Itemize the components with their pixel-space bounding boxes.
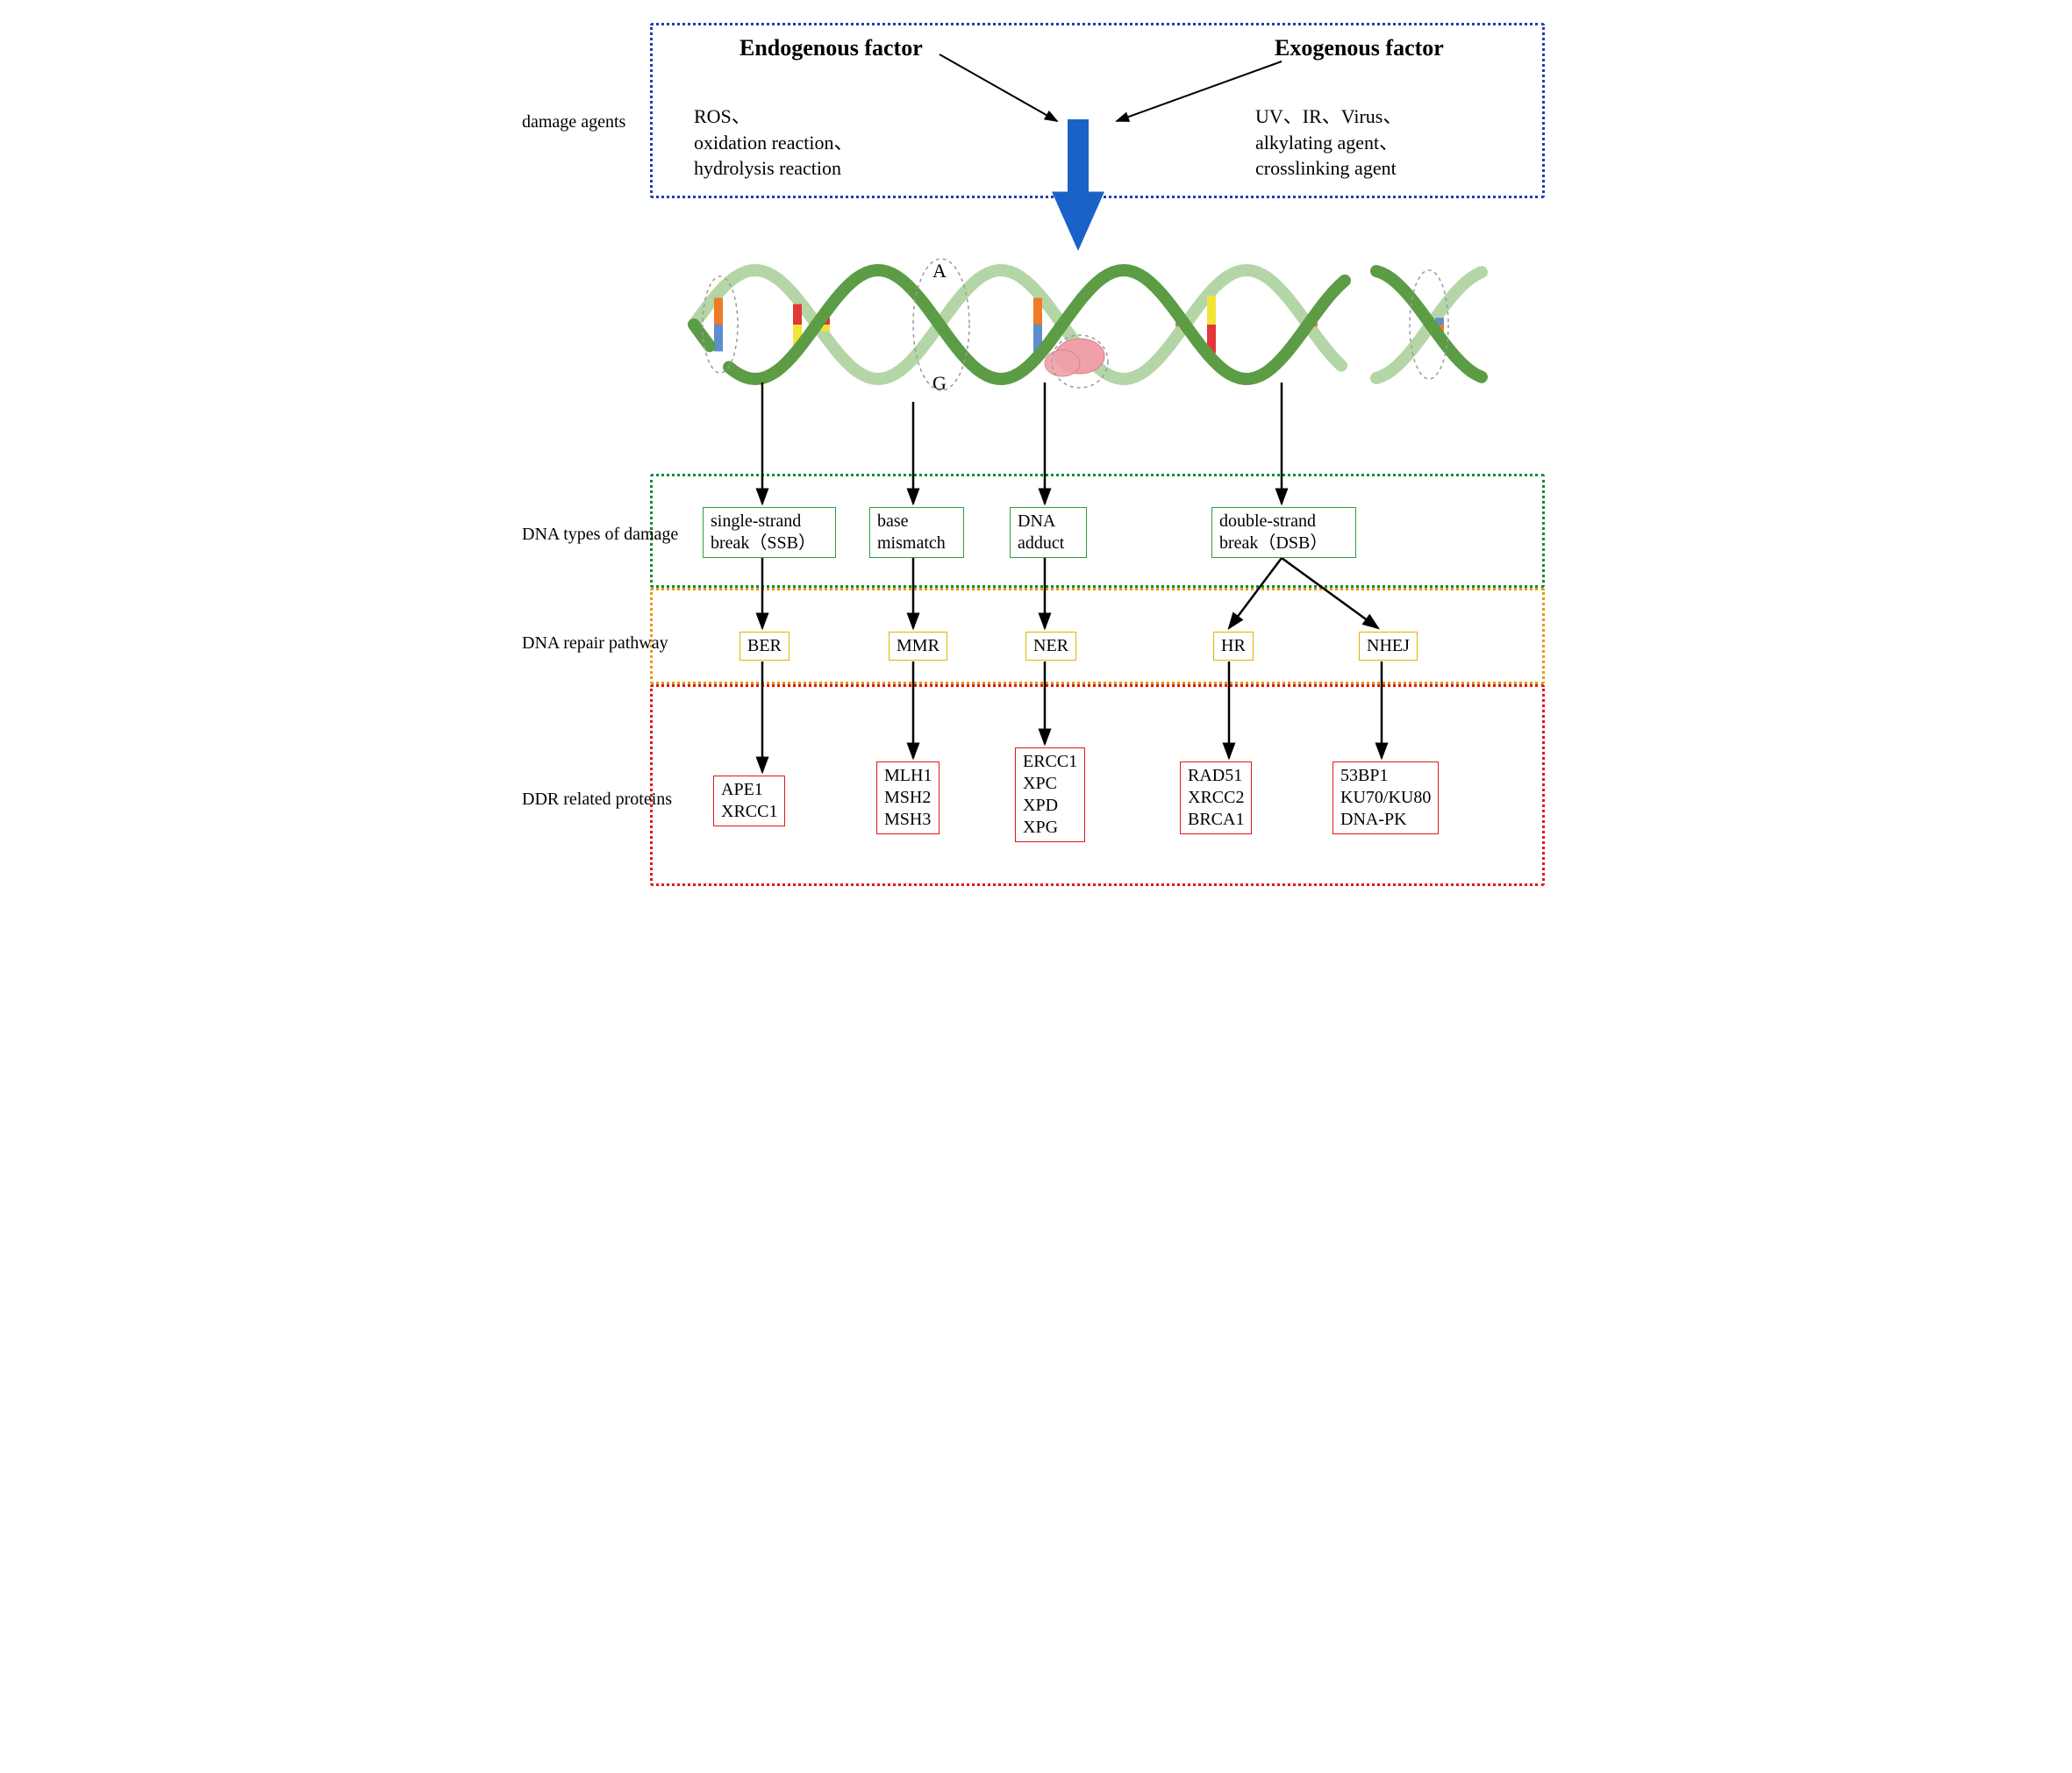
damage-type-box-0: single-strandbreak（SSB） [703, 507, 836, 558]
mismatch-label-A: A [932, 258, 947, 284]
damage-type-box-3: double-strandbreak（DSB） [1211, 507, 1356, 558]
dna-types-label: DNA types of damage [522, 525, 678, 545]
ddr-protein-box-2: ERCC1XPCXPDXPG [1015, 747, 1085, 842]
ddr-proteins-label: DDR related proteins [522, 790, 672, 810]
repair-pathway-label: DNA repair pathway [522, 633, 668, 654]
ddr-protein-box-1: MLH1MSH2MSH3 [876, 761, 940, 834]
damage-agents-label: damage agents [522, 112, 625, 132]
mismatch-label-G: G [932, 370, 947, 397]
dna-damage-response-diagram: damage agents DNA types of damage DNA re… [518, 18, 1554, 904]
repair-pathway-box-3: HR [1213, 632, 1254, 661]
damage-type-box-1: basemismatch [869, 507, 964, 558]
repair-pathway-box-4: NHEJ [1359, 632, 1418, 661]
exogenous-text: UV、IR、Virus、alkylating agent、crosslinkin… [1255, 104, 1402, 182]
ddr-protein-box-4: 53BP1KU70/KU80DNA-PK [1333, 761, 1439, 834]
repair-pathway-box-2: NER [1025, 632, 1076, 661]
endogenous-heading: Endogenous factor [739, 35, 923, 61]
repair-pathway-box-1: MMR [889, 632, 947, 661]
endogenous-text: ROS、oxidation reaction、hydrolysis reacti… [694, 104, 853, 182]
damage-type-box-2: DNAadduct [1010, 507, 1087, 558]
ddr-protein-box-0: APE1XRCC1 [713, 776, 785, 826]
exogenous-heading: Exogenous factor [1275, 35, 1444, 61]
ddr-protein-box-3: RAD51XRCC2BRCA1 [1180, 761, 1252, 834]
repair-pathway-box-0: BER [739, 632, 790, 661]
